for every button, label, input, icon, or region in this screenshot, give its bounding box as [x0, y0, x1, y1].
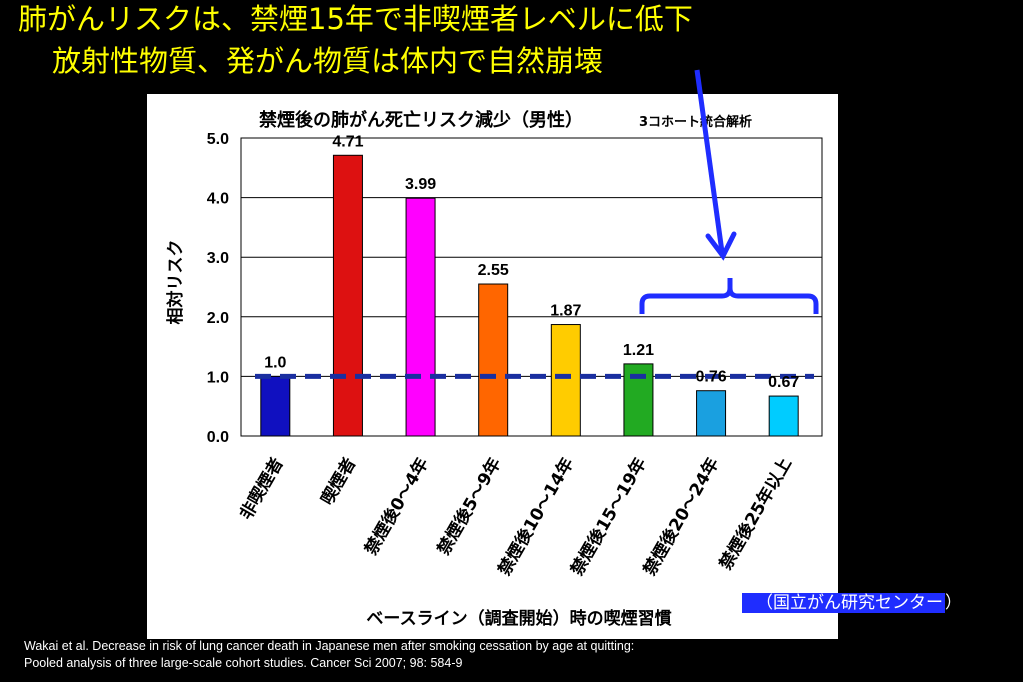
headline-line-2: 放射性物質、発がん物質は体内で自然崩壊	[52, 44, 604, 78]
x-tick-label: 禁煙後20〜24年	[639, 454, 723, 579]
x-tick-label: 禁煙後10〜14年	[494, 454, 578, 579]
y-tick-label: 2.0	[207, 310, 229, 327]
bar-value-label: 0.67	[768, 374, 799, 391]
x-tick-label: 禁煙後5〜9年	[433, 454, 506, 559]
bar-value-label: 0.76	[695, 369, 726, 386]
chart-subtitle: 3コホート統合解析	[639, 114, 752, 130]
source-open-paren: （	[756, 593, 773, 613]
citation-line-1: Wakai et al. Decrease in risk of lung ca…	[24, 639, 635, 653]
source-badge: （国立がん研究センター）	[742, 587, 962, 619]
source-close-paren: ）	[945, 593, 962, 613]
bar	[260, 375, 291, 437]
x-tick-label: 非喫煙者	[235, 454, 287, 523]
y-tick-label: 1.0	[207, 369, 229, 386]
y-tick-label: 5.0	[207, 131, 229, 148]
x-tick-label: 喫煙者	[317, 454, 361, 509]
citation-line-2: Pooled analysis of three large-scale coh…	[24, 656, 463, 670]
y-tick-label: 0.0	[207, 429, 229, 446]
x-axis-label: ベースライン（調査開始）時の喫煙習慣	[366, 608, 671, 629]
bar-value-label: 1.21	[623, 342, 654, 359]
source-name: 国立がん研究センター	[773, 593, 943, 613]
headline-line-1: 肺がんリスクは、禁煙15年で非喫煙者レベルに低下	[18, 2, 693, 36]
bar	[478, 283, 509, 437]
bar	[405, 197, 436, 437]
bar	[768, 395, 799, 437]
y-axis-label: 相対リスク	[165, 240, 186, 325]
y-tick-label: 4.0	[207, 191, 229, 208]
y-tick-label: 3.0	[207, 250, 229, 267]
x-tick-label: 禁煙後15〜19年	[566, 454, 650, 579]
bar-value-label: 4.71	[332, 133, 363, 150]
plot-frame	[240, 137, 823, 437]
x-tick-label: 禁煙後0〜4年	[360, 454, 433, 559]
x-tick-label: 禁煙後25年以上	[715, 454, 796, 573]
bar-value-label: 3.99	[405, 176, 436, 193]
bar-value-label: 1.0	[264, 354, 286, 371]
bar-value-label: 1.87	[550, 303, 581, 320]
bar	[332, 154, 363, 437]
bar-chart: 禁煙後の肺がん死亡リスク減少（男性） 3コホート統合解析 相対リスク ベースライ…	[165, 109, 823, 629]
bar-value-label: 2.55	[478, 262, 509, 279]
bar	[696, 390, 727, 437]
chart-panel: 禁煙後の肺がん死亡リスク減少（男性） 3コホート統合解析 相対リスク ベースライ…	[147, 94, 838, 639]
bar	[550, 324, 581, 437]
chart-title: 禁煙後の肺がん死亡リスク減少（男性）	[259, 109, 583, 131]
citation: Wakai et al. Decrease in risk of lung ca…	[24, 638, 634, 672]
